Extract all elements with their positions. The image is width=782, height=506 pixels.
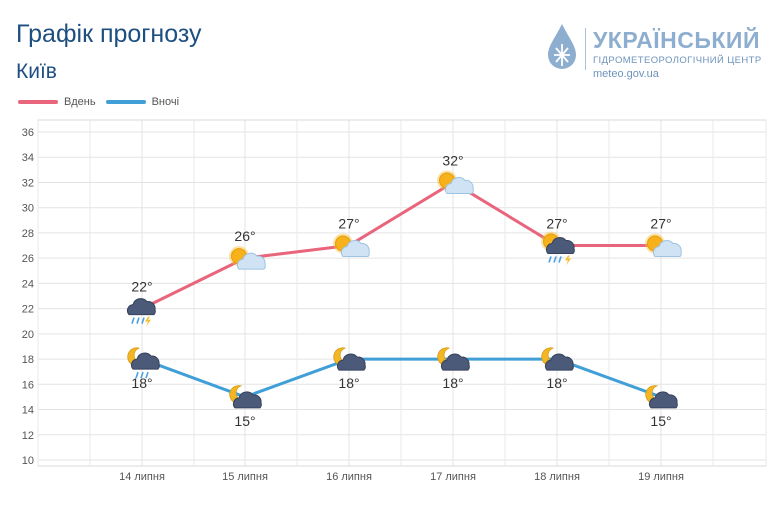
day-temp-label: 27° <box>546 216 567 232</box>
dark-cloud <box>130 352 160 370</box>
night-temp-label: 18° <box>131 375 152 391</box>
night-temp-label: 18° <box>442 375 463 391</box>
city-name: Київ <box>16 60 57 83</box>
chart-title: Графік прогнозу <box>16 20 202 48</box>
day-temp-label: 22° <box>131 279 152 295</box>
light-cloud <box>652 240 682 258</box>
x-tick-label: 18 липня <box>534 471 580 483</box>
logo-name: УКРАЇНСЬКИЙ <box>593 27 760 53</box>
legend-label-night: Вночі <box>151 96 180 108</box>
logo-url[interactable]: meteo.gov.ua <box>593 68 659 80</box>
logo-separator <box>585 28 586 70</box>
legend-swatch-night <box>105 100 146 104</box>
night-temp-label: 15° <box>234 413 255 429</box>
chart-legend: Вдень Вночі <box>18 96 179 108</box>
dark-cloud <box>544 353 574 371</box>
night-temp-label: 18° <box>546 375 567 391</box>
sun-cloud-icon <box>229 246 266 270</box>
legend-item-night[interactable]: Вночі <box>105 96 180 108</box>
moon-cloud-icon <box>645 385 678 409</box>
moon-cloud-icon <box>541 347 574 371</box>
moon-cloud-icon <box>437 347 470 371</box>
rain-drop <box>548 256 552 263</box>
dark-cloud <box>440 353 470 371</box>
thunderstorm-rain-icon <box>126 298 156 327</box>
night-temp-label: 18° <box>338 375 359 391</box>
y-tick-label: 28 <box>22 228 34 240</box>
dark-cloud <box>648 391 678 409</box>
moon-cloud-icon <box>229 385 262 409</box>
day-temp-label: 26° <box>234 228 255 244</box>
day-temp-label: 32° <box>442 152 463 168</box>
water-drop-icon <box>548 24 576 69</box>
dark-cloud <box>126 298 156 316</box>
sun-thunderstorm-rain-icon <box>541 231 575 266</box>
rain-drop <box>141 317 145 324</box>
rain-drop <box>140 371 144 379</box>
rain-drop <box>145 371 149 379</box>
moon-cloud-icon <box>333 347 366 371</box>
dark-cloud <box>545 237 575 255</box>
y-tick-label: 36 <box>22 127 34 139</box>
legend-label-day: Вдень <box>64 96 96 108</box>
sun-cloud-icon <box>645 233 682 258</box>
y-tick-label: 32 <box>22 177 34 189</box>
dark-cloud <box>232 391 262 409</box>
day-temp-label: 27° <box>338 216 359 232</box>
light-cloud <box>236 252 266 270</box>
y-tick-label: 24 <box>22 278 34 290</box>
dark-cloud <box>336 353 366 371</box>
night-temp-label: 15° <box>650 413 671 429</box>
y-tick-label: 34 <box>22 152 34 164</box>
y-tick-label: 16 <box>22 379 34 391</box>
lightning-bolt <box>565 255 571 266</box>
x-tick-label: 16 липня <box>326 471 372 483</box>
lightning-bolt <box>145 316 151 327</box>
night-series-line <box>141 357 662 399</box>
sun-cloud-icon <box>333 233 370 258</box>
sun-cloud-icon <box>437 170 474 194</box>
rain-drop <box>131 317 135 324</box>
rain-drop <box>553 256 557 263</box>
light-cloud <box>340 240 370 258</box>
light-cloud <box>444 176 474 194</box>
y-tick-label: 10 <box>22 455 34 467</box>
legend-swatch-day <box>18 100 58 104</box>
rain-drop <box>136 317 140 324</box>
ukrhydromet-logo[interactable]: УКРАЇНСЬКИЙ ГІДРОМЕТЕОРОЛОГІЧНИЙ ЦЕНТР m… <box>545 22 770 82</box>
x-tick-label: 19 липня <box>638 471 684 483</box>
rain-drop <box>135 371 139 379</box>
y-tick-label: 20 <box>22 329 34 341</box>
x-tick-label: 17 липня <box>430 471 476 483</box>
day-temp-label: 27° <box>650 216 671 232</box>
moon-cloud-rain-icon <box>127 347 160 379</box>
legend-item-day[interactable]: Вдень <box>18 96 96 108</box>
y-tick-label: 18 <box>22 354 34 366</box>
x-tick-label: 14 липня <box>119 471 165 483</box>
rain-drop <box>558 256 562 263</box>
y-tick-label: 14 <box>22 405 34 417</box>
x-tick-label: 15 липня <box>222 471 268 483</box>
y-tick-label: 12 <box>22 430 34 442</box>
logo-tagline: ГІДРОМЕТЕОРОЛОГІЧНИЙ ЦЕНТР <box>593 55 762 66</box>
y-tick-label: 26 <box>22 253 34 265</box>
y-tick-label: 22 <box>22 304 34 316</box>
y-tick-label: 30 <box>22 203 34 215</box>
